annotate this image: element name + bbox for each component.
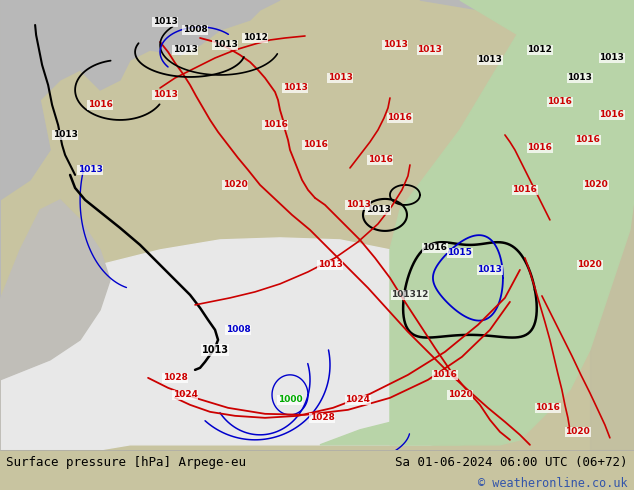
- Text: 1013: 1013: [599, 53, 624, 63]
- Text: 1028: 1028: [162, 373, 188, 382]
- Text: 1013: 1013: [418, 46, 443, 54]
- Text: 1020: 1020: [448, 391, 472, 399]
- Text: 1013: 1013: [328, 74, 353, 82]
- Text: 1016: 1016: [599, 110, 624, 120]
- Text: 1016: 1016: [576, 135, 600, 145]
- Text: 1016: 1016: [368, 155, 392, 165]
- Text: 1013: 1013: [346, 200, 370, 209]
- Text: 1016: 1016: [387, 114, 412, 122]
- Text: 1013: 1013: [567, 74, 592, 82]
- Text: 1013: 1013: [153, 91, 178, 99]
- Text: 1016: 1016: [548, 98, 573, 106]
- Text: 1024: 1024: [172, 391, 198, 399]
- Text: 101312: 101312: [391, 291, 429, 299]
- Text: 1013: 1013: [477, 55, 502, 65]
- Text: Surface pressure [hPa] Arpege-eu: Surface pressure [hPa] Arpege-eu: [6, 456, 247, 469]
- Text: 1013: 1013: [212, 41, 238, 49]
- Text: 1016: 1016: [262, 121, 287, 129]
- Polygon shape: [320, 400, 510, 445]
- Text: 1013: 1013: [477, 266, 502, 274]
- Text: 1024: 1024: [346, 395, 370, 404]
- Polygon shape: [0, 238, 520, 450]
- Polygon shape: [460, 0, 634, 150]
- Polygon shape: [420, 0, 634, 80]
- Text: 1012: 1012: [243, 33, 268, 43]
- Text: 1013: 1013: [153, 18, 178, 26]
- Text: 1013: 1013: [172, 46, 197, 54]
- Text: 1020: 1020: [578, 260, 602, 270]
- Text: 1016: 1016: [536, 403, 560, 413]
- Text: 1008: 1008: [183, 25, 207, 34]
- Text: 1013: 1013: [53, 130, 77, 140]
- Text: 1013: 1013: [283, 83, 307, 93]
- Text: 1016: 1016: [87, 100, 112, 109]
- Text: 1028: 1028: [309, 414, 335, 422]
- Text: 1000: 1000: [278, 395, 302, 404]
- Text: © weatheronline.co.uk: © weatheronline.co.uk: [478, 477, 628, 490]
- Text: 1016: 1016: [527, 144, 552, 152]
- Text: 1012: 1012: [527, 46, 552, 54]
- Text: 1016: 1016: [422, 244, 448, 252]
- Text: 1015: 1015: [448, 248, 472, 257]
- Text: 1016: 1016: [302, 141, 327, 149]
- Polygon shape: [390, 0, 634, 445]
- Polygon shape: [590, 80, 634, 450]
- Text: 1013: 1013: [318, 260, 342, 270]
- Text: 1016: 1016: [432, 370, 457, 379]
- Text: 1008: 1008: [226, 325, 250, 334]
- Text: Sa 01-06-2024 06:00 UTC (06+72): Sa 01-06-2024 06:00 UTC (06+72): [395, 456, 628, 469]
- Text: 1020: 1020: [566, 427, 590, 436]
- Text: 1016: 1016: [512, 185, 538, 195]
- Text: 1013: 1013: [366, 205, 391, 215]
- Text: 1020: 1020: [583, 180, 608, 190]
- Text: 1020: 1020: [223, 180, 247, 190]
- Polygon shape: [0, 0, 280, 450]
- Text: 1013: 1013: [202, 345, 228, 355]
- Text: 1013: 1013: [77, 166, 103, 174]
- Polygon shape: [0, 200, 110, 450]
- Text: 1013: 1013: [382, 41, 408, 49]
